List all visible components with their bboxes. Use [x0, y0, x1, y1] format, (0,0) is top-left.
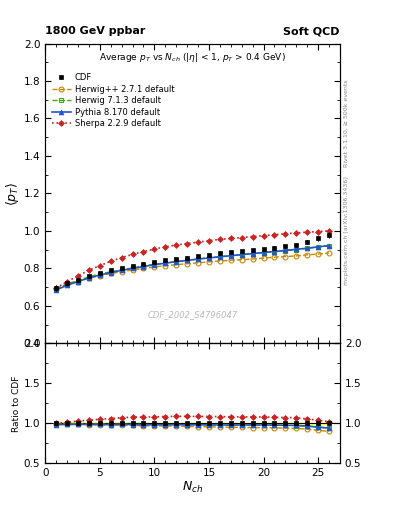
Text: Soft QCD: Soft QCD [283, 26, 340, 36]
Y-axis label: Ratio to CDF: Ratio to CDF [12, 375, 21, 432]
Text: Average $p_T$ vs $N_{ch}$ ($|\eta|$ < 1, $p_T$ > 0.4 GeV): Average $p_T$ vs $N_{ch}$ ($|\eta|$ < 1,… [99, 51, 286, 64]
X-axis label: $N_{ch}$: $N_{ch}$ [182, 480, 203, 495]
Text: Rivet 3.1.10, ≥ 500k events: Rivet 3.1.10, ≥ 500k events [344, 79, 349, 167]
Text: CDF_2002_S4796047: CDF_2002_S4796047 [147, 310, 238, 319]
Legend: CDF, Herwig++ 2.7.1 default, Herwig 7.1.3 default, Pythia 8.170 default, Sherpa : CDF, Herwig++ 2.7.1 default, Herwig 7.1.… [52, 73, 174, 128]
Text: mcplots.cern.ch [arXiv:1306.3436]: mcplots.cern.ch [arXiv:1306.3436] [344, 176, 349, 285]
Text: 1800 GeV ppbar: 1800 GeV ppbar [45, 26, 145, 36]
Y-axis label: $\langle p_T \rangle$: $\langle p_T \rangle$ [4, 181, 21, 206]
